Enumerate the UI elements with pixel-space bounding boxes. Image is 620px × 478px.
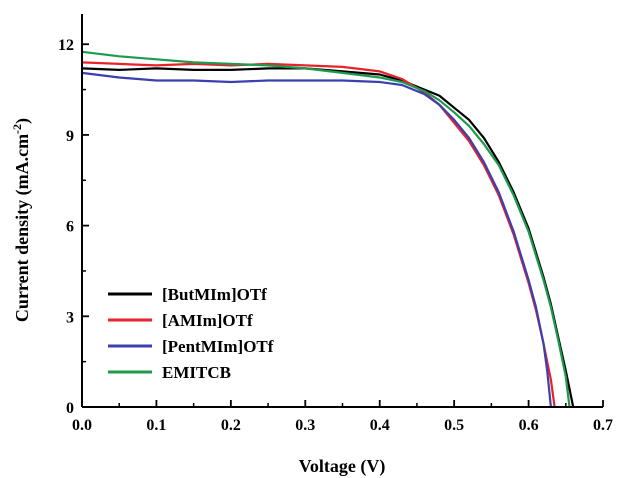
y-axis-title-close: ) xyxy=(12,118,33,124)
legend: [ButMIm]OTf [AMIm]OTf [PentMIm]OTf EMITCB xyxy=(108,285,274,382)
y-axis-title: Current density (mA.cm-2) xyxy=(10,118,33,322)
x-tick-label-2: 0.2 xyxy=(221,417,241,434)
legend-label-1: [AMIm]OTf xyxy=(162,311,253,330)
y-axis-title-main: Current density (mA.cm xyxy=(12,134,33,322)
y-axis-title-sup: -2 xyxy=(10,124,24,134)
x-tick-label-5: 0.5 xyxy=(444,417,464,434)
series-line-1 xyxy=(80,61,556,409)
legend-label-0: [ButMIm]OTf xyxy=(162,285,267,304)
x-tick-label-3: 0.3 xyxy=(295,417,315,434)
x-tick-label-1: 0.1 xyxy=(146,417,166,434)
series-line-0 xyxy=(80,67,575,409)
series-line-2 xyxy=(80,71,552,409)
y-tick-label-2: 6 xyxy=(66,219,74,236)
legend-label-3: EMITCB xyxy=(162,363,231,382)
ticks-layer: 0.0 0.1 0.2 0.3 0.4 0.5 0.6 0.7 0 3 6 9 12 xyxy=(58,37,613,434)
y-tick-label-1: 3 xyxy=(66,309,74,326)
y-tick-label-4: 12 xyxy=(58,37,74,54)
x-tick-label-4: 0.4 xyxy=(370,417,390,434)
legend-label-2: [PentMIm]OTf xyxy=(162,337,274,356)
series-line-3 xyxy=(80,50,571,409)
x-tick-label-7: 0.7 xyxy=(593,417,613,434)
y-tick-label-3: 9 xyxy=(66,128,74,145)
x-tick-label-6: 0.6 xyxy=(519,417,539,434)
x-axis-title: Voltage (V) xyxy=(299,456,386,477)
x-tick-label-0: 0.0 xyxy=(72,417,92,434)
series-layer xyxy=(80,50,575,409)
y-tick-label-0: 0 xyxy=(66,400,74,417)
